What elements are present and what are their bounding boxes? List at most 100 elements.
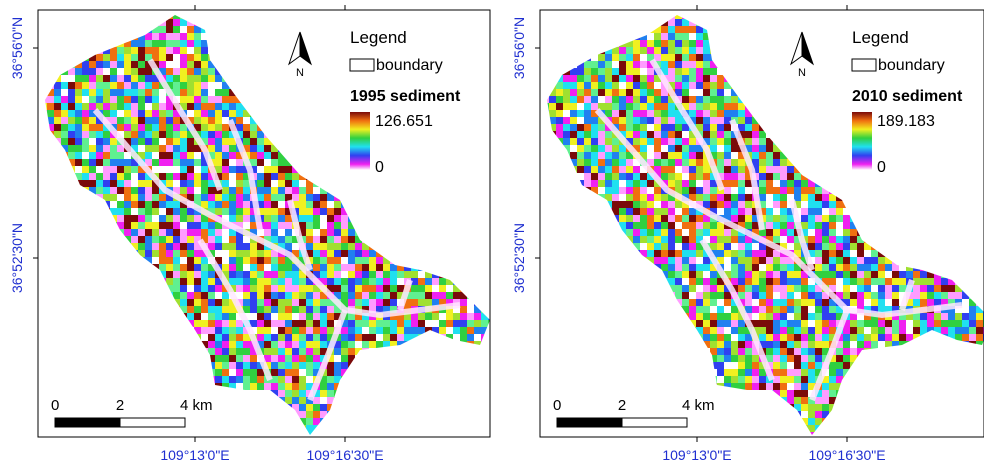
raster-cell <box>941 33 948 40</box>
raster-cell <box>577 26 584 33</box>
raster-cell <box>640 75 647 82</box>
raster-cell <box>334 33 341 40</box>
raster-cell <box>362 425 369 432</box>
raster-cell <box>201 47 208 54</box>
raster-cell <box>159 390 166 397</box>
raster-cell <box>780 89 787 96</box>
raster-cell <box>383 383 390 390</box>
raster-cell <box>166 159 173 166</box>
raster-cell <box>145 138 152 145</box>
raster-cell <box>180 159 187 166</box>
raster-cell <box>187 194 194 201</box>
raster-cell <box>397 131 404 138</box>
raster-cell <box>376 47 383 54</box>
raster-cell <box>474 257 481 264</box>
raster-cell <box>425 418 432 425</box>
raster-cell <box>236 103 243 110</box>
raster-cell <box>467 369 474 376</box>
raster-cell <box>584 110 591 117</box>
raster-cell <box>481 425 488 432</box>
raster-cell <box>439 138 446 145</box>
raster-cell <box>96 15 103 19</box>
raster-cell <box>82 40 89 47</box>
raster-cell <box>376 145 383 152</box>
raster-cell <box>54 222 61 229</box>
raster-cell <box>584 33 591 40</box>
raster-cell <box>264 425 271 432</box>
raster-cell <box>145 320 152 327</box>
raster-cell <box>446 243 453 250</box>
raster-cell <box>229 145 236 152</box>
raster-cell <box>432 334 439 341</box>
raster-cell <box>222 341 229 348</box>
raster-cell <box>383 341 390 348</box>
raster-cell <box>759 68 766 75</box>
raster-cell <box>47 376 54 383</box>
raster-cell <box>460 40 467 47</box>
raster-cell <box>208 26 215 33</box>
raster-cell <box>306 299 313 306</box>
raster-cell <box>61 292 68 299</box>
raster-cell <box>390 250 397 257</box>
raster-cell <box>124 306 131 313</box>
raster-cell <box>264 89 271 96</box>
raster-cell <box>306 418 313 425</box>
raster-cell <box>236 341 243 348</box>
raster-cell <box>773 33 780 40</box>
raster-cell <box>563 15 570 19</box>
raster-cell <box>194 201 201 208</box>
raster-cell <box>439 180 446 187</box>
raster-cell <box>187 159 194 166</box>
raster-cell <box>208 313 215 320</box>
raster-cell <box>173 166 180 173</box>
raster-cell <box>47 229 54 236</box>
raster-cell <box>488 75 490 82</box>
raster-cell <box>201 166 208 173</box>
raster-cell <box>411 390 418 397</box>
raster-cell <box>229 271 236 278</box>
raster-cell <box>969 19 976 26</box>
raster-cell <box>418 194 425 201</box>
raster-cell <box>236 285 243 292</box>
raster-cell <box>180 173 187 180</box>
raster-cell <box>689 89 696 96</box>
raster-cell <box>488 61 490 68</box>
raster-cell <box>584 40 591 47</box>
raster-cell <box>432 376 439 383</box>
raster-cell <box>418 383 425 390</box>
raster-cell <box>208 124 215 131</box>
raster-cell <box>773 15 780 19</box>
raster-cell <box>668 54 675 61</box>
raster-cell <box>418 229 425 236</box>
raster-cell <box>467 103 474 110</box>
raster-cell <box>327 313 334 320</box>
raster-cell <box>54 257 61 264</box>
raster-cell <box>159 208 166 215</box>
raster-cell <box>166 257 173 264</box>
raster-cell <box>285 425 292 432</box>
raster-cell <box>668 47 675 54</box>
raster-cell <box>591 110 598 117</box>
raster-cell <box>355 292 362 299</box>
raster-cell <box>89 54 96 61</box>
raster-cell <box>418 33 425 40</box>
raster-cell <box>738 19 745 26</box>
raster-cell <box>45 264 47 271</box>
raster-cell <box>236 222 243 229</box>
raster-cell <box>271 264 278 271</box>
raster-cell <box>75 327 82 334</box>
raster-cell <box>180 341 187 348</box>
raster-cell <box>313 180 320 187</box>
raster-cell <box>355 425 362 432</box>
raster-cell <box>488 334 490 341</box>
raster-cell <box>229 390 236 397</box>
raster-cell <box>418 152 425 159</box>
raster-cell <box>397 145 404 152</box>
raster-cell <box>278 166 285 173</box>
raster-cell <box>327 33 334 40</box>
raster-cell <box>110 341 117 348</box>
raster-cell <box>159 61 166 68</box>
raster-cell <box>453 159 460 166</box>
raster-cell <box>717 15 724 19</box>
raster-cell <box>467 82 474 89</box>
